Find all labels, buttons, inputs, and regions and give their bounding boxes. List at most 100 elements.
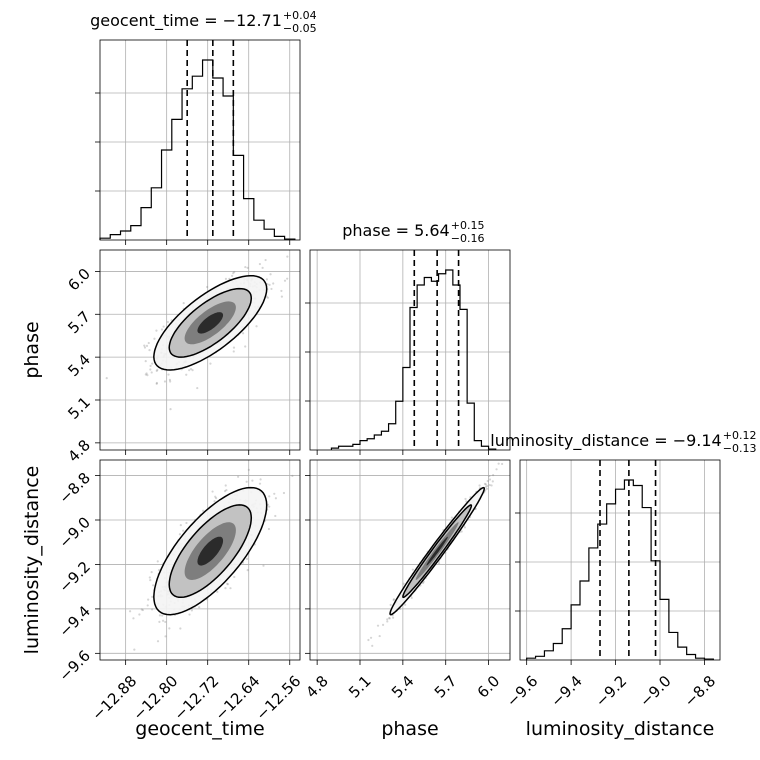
sample-point	[145, 372, 148, 375]
sample-point	[105, 377, 108, 380]
sample-point	[232, 350, 235, 353]
title-upper-error: +0.15	[451, 219, 485, 232]
hist-panel-luminosity_distance: luminosity_distance = −9.14 +0.12−0.13	[490, 429, 756, 665]
title-text: luminosity_distance = −9.14	[490, 431, 721, 451]
scatter-panel-geocent_time-vs-phase: 4.8 5.1 5.4 5.7 6.0	[64, 245, 301, 466]
sample-point	[229, 587, 232, 590]
histogram-phase	[330, 269, 497, 450]
x-tick-label-4: −12.56	[253, 672, 305, 724]
sample-point	[216, 590, 219, 593]
x-tick-label-3: −12.64	[211, 672, 263, 724]
sample-point	[190, 609, 194, 612]
sample-point	[155, 329, 158, 332]
title-lower-error: −0.13	[723, 442, 757, 455]
sample-point	[157, 568, 161, 572]
sample-point	[421, 581, 425, 585]
sample-point	[410, 596, 413, 600]
sample-point	[437, 561, 441, 565]
x-tick-label-0: −12.88	[88, 672, 140, 724]
sample-point	[196, 386, 199, 390]
sample-point	[465, 500, 468, 503]
sample-point	[404, 603, 407, 606]
scatter-panel-phase-vs-luminosity_distance	[305, 459, 511, 665]
x-tick-label-3: 5.7	[431, 672, 461, 702]
sample-point	[386, 620, 389, 623]
sample-point	[252, 245, 254, 247]
hist-panel-phase: phase = 5.64 +0.15−0.16	[305, 219, 511, 455]
sample-point	[214, 495, 217, 498]
panel-title-phase: phase = 5.64	[342, 221, 449, 240]
sample-point	[386, 618, 389, 621]
sample-point	[146, 374, 149, 377]
scatter-points	[105, 245, 289, 411]
sample-point	[402, 582, 405, 585]
x-tick-label-1: 5.1	[345, 672, 375, 702]
sample-point	[261, 266, 264, 269]
scatter-frame	[309, 459, 511, 661]
x-tick-label-0: −9.6	[503, 672, 541, 710]
sample-point	[185, 373, 188, 376]
sample-point	[179, 627, 182, 630]
sample-point	[258, 262, 261, 266]
sample-point	[232, 346, 236, 349]
sample-point	[291, 474, 294, 477]
y-tick-label-4: 6.0	[64, 265, 94, 295]
sample-point	[231, 274, 234, 277]
sample-point	[179, 524, 182, 527]
sample-point	[148, 348, 151, 352]
sample-point	[223, 490, 227, 493]
x-tick-label-0: 4.8	[302, 672, 332, 702]
sample-point	[267, 527, 271, 531]
sample-point	[483, 482, 487, 485]
sample-point	[169, 408, 172, 411]
sample-point	[378, 634, 381, 638]
sample-point	[156, 640, 160, 643]
sample-point	[182, 529, 185, 532]
sample-point	[371, 644, 374, 647]
sample-point	[259, 478, 262, 481]
sample-point	[268, 495, 271, 498]
sample-point	[168, 627, 171, 630]
sample-point	[161, 619, 165, 622]
sample-point	[232, 272, 235, 275]
sample-point	[492, 474, 495, 477]
sample-point	[283, 279, 287, 282]
sample-point	[224, 586, 227, 590]
sample-point	[225, 488, 228, 492]
y-tick-label-3: 5.7	[64, 308, 94, 338]
sample-point	[388, 616, 391, 620]
sample-point	[128, 610, 132, 613]
sample-point	[158, 614, 162, 617]
sample-point	[286, 255, 289, 258]
sample-point	[146, 604, 149, 607]
sample-point	[265, 278, 269, 281]
sample-point	[388, 617, 391, 620]
sample-point	[233, 575, 236, 579]
sample-point	[273, 492, 276, 495]
sample-point	[491, 480, 494, 483]
sample-point	[224, 277, 228, 280]
sample-point	[156, 560, 159, 563]
sample-point	[155, 381, 158, 385]
y-axis-label-luminosity_distance: luminosity_distance	[21, 466, 43, 655]
sample-point	[162, 325, 165, 328]
x-axis-label-luminosity_distance: luminosity_distance	[526, 718, 715, 740]
sample-point	[389, 603, 392, 607]
sample-point	[246, 266, 249, 269]
sample-point	[188, 369, 191, 372]
histogram-luminosity_distance	[526, 479, 714, 660]
sample-point	[486, 479, 489, 483]
sample-point	[411, 568, 414, 571]
sample-point	[149, 364, 152, 367]
sample-point	[149, 368, 152, 371]
sample-point	[153, 337, 156, 340]
sample-point	[486, 484, 489, 488]
sample-point	[144, 359, 147, 363]
sample-point	[270, 287, 273, 291]
sample-point	[209, 362, 212, 365]
sample-point	[147, 341, 150, 345]
density-contour-3	[197, 312, 224, 334]
scatter-panel-geocent_time-vs-luminosity_distance: −9.6 −9.4 −9.2 −9.0 −8.8	[56, 459, 301, 685]
sample-point	[268, 283, 271, 286]
